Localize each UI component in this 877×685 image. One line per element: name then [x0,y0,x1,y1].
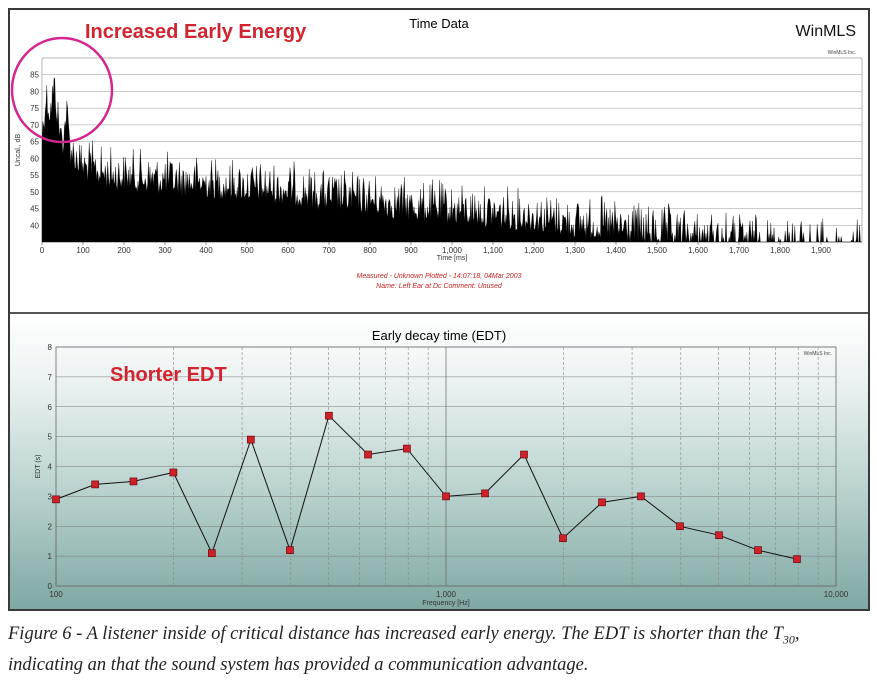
x-tick-label: 700 [322,246,336,255]
x-tick-label: 800 [363,246,377,255]
caption-main: Figure 6 - A listener inside of critical… [8,624,783,644]
y-tick-label: 75 [30,104,39,113]
panel-divider [10,312,868,314]
caption-rest: , indicating an that the sound system ha… [8,624,800,675]
x-tick-label: 1,600 [688,246,709,255]
x-tick-label: 1,100 [483,246,504,255]
highlight-circle [10,36,114,144]
edt-data-point [286,546,294,554]
edt-data-point [52,495,60,504]
y-tick-label: 50 [30,188,39,197]
y-tick-label: 85 [30,71,39,80]
edt-data-point [247,435,255,444]
edt-data-point [676,522,684,531]
chart-title: Early decay time (EDT) [372,328,506,343]
edt-data-point [793,555,801,563]
edt-data-point [169,468,178,477]
x-tick-label: 200 [117,246,131,255]
x-tick-label: 900 [404,246,418,255]
edt-data-point [598,498,606,507]
figure-frame: Time Data WinMLS WinMLS Inc. 40 45 50 55 60 65 70… [8,8,870,611]
edt-chart: Early decay time (EDT) WinMLS Inc. 0 1 2 3 4 5 6… [35,328,849,607]
edt-data-point [637,492,645,501]
y-tick-label: 1 [48,552,53,561]
x-tick-label: 1,000 [436,590,457,599]
x-tick-label: 1,000 [442,246,463,255]
edt-data-point [442,492,450,501]
edt-data-point [481,489,489,498]
x-tick-label: 0 [40,246,45,255]
y-tick-label: 45 [30,205,39,214]
x-tick-label: 300 [158,246,172,255]
x-tick-label: 100 [49,590,63,599]
edt-series-line [55,414,798,560]
y-tick-label: 6 [48,403,53,412]
x-tick-label: 1,500 [647,246,668,255]
y-axis-label: EDT (s) [35,455,42,479]
x-tick-label: 100 [76,246,90,255]
edt-data-point [520,450,528,459]
x-axis-label: Frequency [Hz] [422,600,470,607]
y-tick-label: 55 [30,171,39,180]
time-data-panel: Time Data WinMLS WinMLS Inc. 40 45 50 55 60 65 70… [10,10,868,312]
y-tick-label: 40 [30,221,39,230]
watermark: WinMLS Inc. [804,351,832,357]
y-axis-label: Uncal., dB [15,134,22,167]
info-line: Name: Left Ear at Dc Comment: Unused [376,283,503,290]
edt-data-point [91,480,99,489]
x-tick-label: 1,700 [729,246,750,255]
y-tick-label: 2 [48,522,53,531]
info-line: Measured - Unknown Plotted - 14:07:18, 0… [357,273,522,280]
y-tick-label: 7 [48,373,53,382]
x-axis-label: Time [ms] [437,255,468,262]
x-tick-label: 1,800 [770,246,791,255]
caption-subscript: 30 [782,632,795,647]
watermark: WinMLS Inc. [828,50,856,56]
y-tick-label: 4 [48,463,53,472]
brand-label: WinMLS [796,23,856,40]
y-tick-label: 5 [48,433,53,442]
y-tick-label: 80 [30,87,39,96]
annotation-increased-early-energy: Increased Early Energy [85,21,307,43]
x-tick-label: 1,200 [524,246,545,255]
edt-data-point [208,549,216,557]
y-tick-label: 8 [48,343,53,352]
x-tick-label: 600 [281,246,295,255]
edt-data-point [129,477,138,486]
edt-data-point [364,450,372,459]
x-tick-label: 500 [240,246,254,255]
x-tick-label: 1,400 [606,246,627,255]
x-tick-label: 10,000 [824,590,849,599]
time-data-chart: Time Data WinMLS WinMLS Inc. 40 45 50 55 60 65 70… [10,16,863,290]
edt-panel: Early decay time (EDT) WinMLS Inc. 0 1 2 3 4 5 6… [10,314,868,609]
y-tick-label: 60 [30,154,39,163]
y-tick-label: 3 [48,492,53,501]
edt-data-point [754,546,762,554]
edt-data-point [325,411,333,420]
x-tick-label: 400 [199,246,213,255]
chart-title: Time Data [409,16,469,31]
edt-data-point [715,531,723,540]
y-tick-label: 0 [48,582,53,591]
edt-data-point [559,534,567,542]
annotation-shorter-edt: Shorter EDT [110,364,227,386]
x-tick-label: 1,300 [565,246,586,255]
y-tick-label: 70 [30,121,39,130]
impulse-response-area [41,77,862,243]
x-tick-label: 1,900 [811,246,832,255]
figure-caption: Figure 6 - A listener inside of critical… [8,622,870,678]
edt-data-point [403,444,411,453]
y-tick-label: 65 [30,138,39,147]
